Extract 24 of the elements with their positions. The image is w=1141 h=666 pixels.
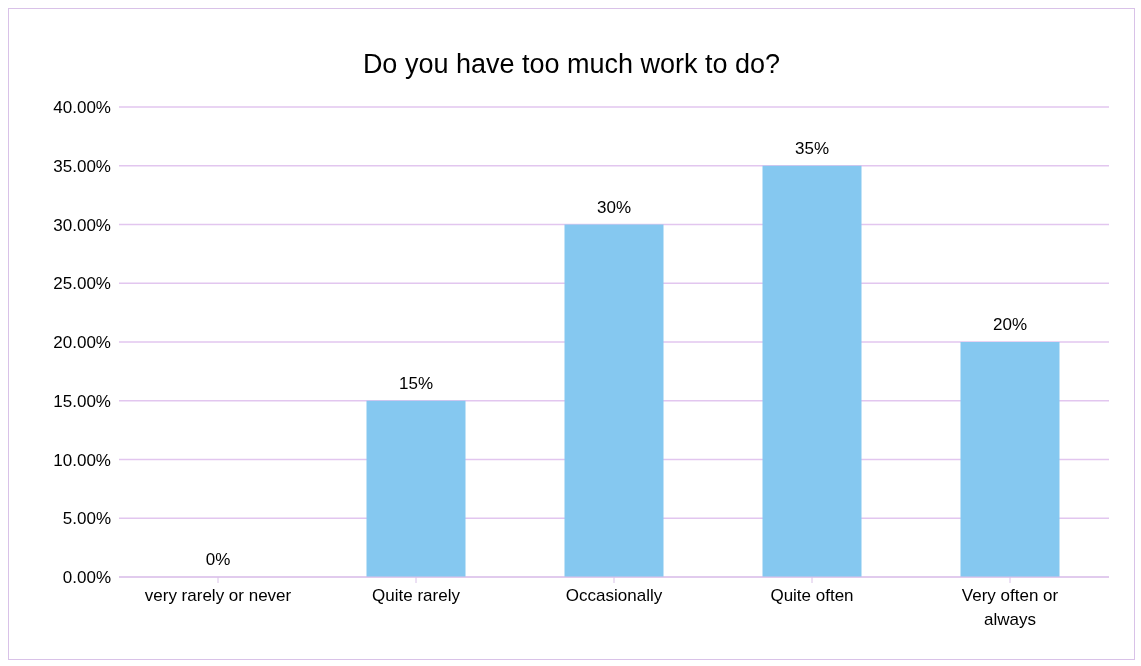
x-tick-label: Very often or always: [961, 586, 1059, 629]
bar: [366, 400, 466, 577]
data-label: 30%: [596, 197, 632, 217]
bar: [762, 165, 862, 577]
y-tick-label: 5.00%: [62, 509, 111, 529]
y-tick-label: 10.00%: [53, 450, 111, 470]
data-label: 20%: [992, 315, 1028, 334]
x-tick-label: Occasionally: [565, 586, 663, 605]
y-tick-label: 40.00%: [53, 98, 111, 118]
bar: [564, 224, 664, 577]
y-tick-label: 30.00%: [53, 215, 111, 235]
y-tick-label: 20.00%: [53, 333, 111, 353]
data-label: 15%: [398, 373, 434, 393]
y-tick-label: 35.00%: [53, 156, 111, 176]
bar: [960, 342, 1060, 577]
x-tick-label: very rarely or never: [144, 586, 292, 605]
chart-title: Do you have too much work to do?: [361, 48, 782, 81]
data-label: 0%: [205, 550, 231, 569]
x-tick-label: Quite rarely: [372, 586, 461, 605]
y-tick-label: 25.00%: [53, 274, 111, 294]
x-tick-label: Quite often: [770, 586, 854, 605]
y-tick-label: 0.00%: [62, 568, 111, 588]
y-tick-label: 15.00%: [53, 391, 111, 411]
data-label: 35%: [794, 138, 830, 158]
